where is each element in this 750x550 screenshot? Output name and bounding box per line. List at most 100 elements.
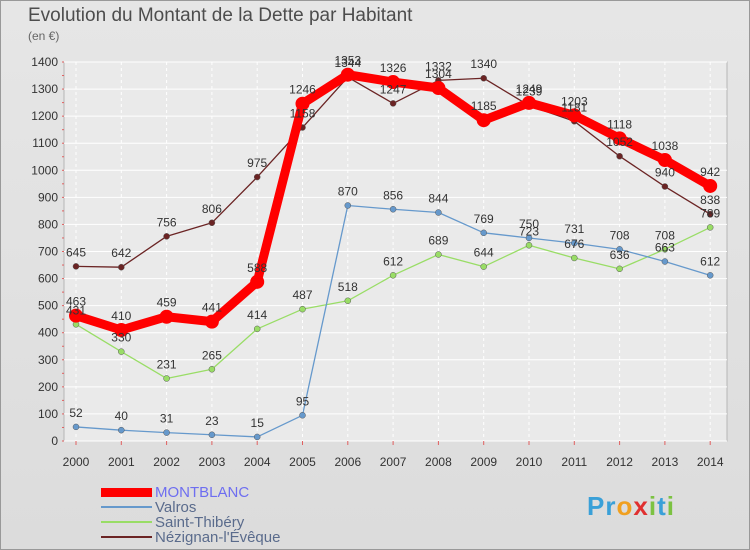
y-tick-label: 1300 (31, 82, 58, 96)
data-point (525, 234, 533, 242)
data-point (118, 348, 125, 355)
data-label: 414 (247, 308, 267, 322)
data-point (208, 431, 216, 439)
data-label: 856 (383, 188, 403, 202)
x-tick-label: 2010 (516, 455, 543, 469)
data-label: 756 (157, 215, 177, 229)
x-tick-label: 2001 (108, 455, 135, 469)
data-point (163, 233, 170, 240)
logo-letter: o (616, 491, 634, 521)
x-tick-label: 2008 (425, 455, 452, 469)
data-point (706, 224, 714, 231)
legend-swatch-valros (101, 506, 152, 508)
x-tick-label: 2014 (697, 455, 724, 469)
data-point (657, 152, 672, 167)
data-point (616, 265, 623, 273)
data-label: 750 (519, 217, 539, 231)
data-label: 663 (655, 241, 675, 255)
data-label: 40 (115, 409, 129, 423)
data-label: 940 (655, 166, 675, 180)
data-point (299, 412, 306, 419)
y-tick-label: 300 (38, 353, 58, 367)
data-point (525, 242, 533, 249)
data-label: 636 (610, 248, 630, 262)
legend-swatch-nezignan (101, 536, 152, 538)
data-label: 1181 (561, 100, 587, 114)
data-point (344, 297, 352, 305)
data-label: 15 (251, 416, 265, 430)
data-label: 1246 (289, 83, 316, 97)
data-label: 1353 (334, 54, 361, 68)
data-point (386, 75, 401, 90)
x-tick-label: 2013 (652, 455, 679, 469)
data-label: 708 (610, 228, 630, 242)
data-point (250, 274, 265, 289)
data-label: 844 (428, 192, 448, 206)
data-label: 708 (655, 228, 675, 242)
data-point (163, 375, 170, 382)
data-point (163, 429, 170, 436)
data-label: 1304 (425, 67, 452, 81)
data-label: 1038 (652, 139, 679, 153)
data-label: 975 (247, 156, 267, 170)
data-point (612, 131, 627, 146)
data-label: 1158 (290, 107, 316, 121)
data-label: 95 (296, 394, 310, 408)
data-label: 52 (69, 406, 83, 420)
logo-letter: i (666, 491, 675, 521)
data-label: 265 (202, 348, 222, 362)
data-point (72, 263, 80, 270)
unit-label: (en €) (28, 29, 60, 43)
x-tick-label: 2011 (561, 455, 587, 469)
legend-label-saint-thibery: Saint-Thibéry (155, 514, 245, 531)
y-tick-label: 600 (38, 272, 58, 286)
y-tick-label: 900 (38, 190, 58, 204)
data-point (571, 254, 578, 262)
data-point (389, 206, 397, 213)
data-label: 645 (66, 245, 86, 259)
data-point (340, 67, 355, 82)
x-tick-label: 2009 (470, 455, 497, 469)
data-label: 1052 (606, 135, 633, 149)
x-tick-label: 2005 (289, 455, 316, 469)
y-tick-label: 1100 (32, 136, 58, 150)
data-label: 838 (700, 193, 720, 207)
data-label: 676 (564, 237, 584, 251)
data-point (114, 323, 129, 338)
data-point (703, 178, 718, 193)
data-label: 1332 (425, 59, 452, 73)
data-point (389, 272, 397, 279)
y-tick-label: 500 (38, 299, 58, 313)
logo-letter: P (587, 491, 606, 521)
data-label: 441 (202, 301, 222, 315)
data-point (435, 251, 442, 258)
data-label: 23 (205, 414, 219, 428)
legend-label-montblanc: MONTBLANC (155, 484, 250, 501)
data-label: 1118 (607, 117, 632, 131)
data-point (661, 258, 669, 265)
data-label: 410 (111, 309, 131, 323)
data-point (253, 325, 261, 333)
data-point (571, 239, 578, 247)
data-point (480, 74, 487, 82)
legend-swatch-montblanc (101, 488, 152, 497)
data-label: 1326 (380, 61, 407, 75)
legend-swatch-saint-thibery (101, 521, 152, 523)
chart-title: Evolution du Montant de la Dette par Hab… (28, 5, 413, 26)
data-label: 1203 (561, 94, 588, 108)
data-label: 1239 (516, 85, 543, 99)
y-tick-label: 700 (38, 245, 58, 259)
data-label: 1340 (470, 57, 497, 71)
data-point (72, 423, 80, 431)
data-label: 731 (564, 222, 584, 236)
legend-label-nezignan: Nézignan-l'Évêque (155, 529, 281, 546)
legend-label-valros: Valros (155, 499, 197, 516)
y-tick-label: 800 (38, 217, 58, 231)
data-label: 1249 (516, 82, 543, 96)
data-point (208, 219, 216, 227)
y-tick-label: 0 (51, 434, 58, 448)
x-tick-label: 2003 (199, 455, 226, 469)
data-label: 518 (338, 280, 358, 294)
data-point (706, 272, 714, 279)
data-point (616, 152, 623, 160)
